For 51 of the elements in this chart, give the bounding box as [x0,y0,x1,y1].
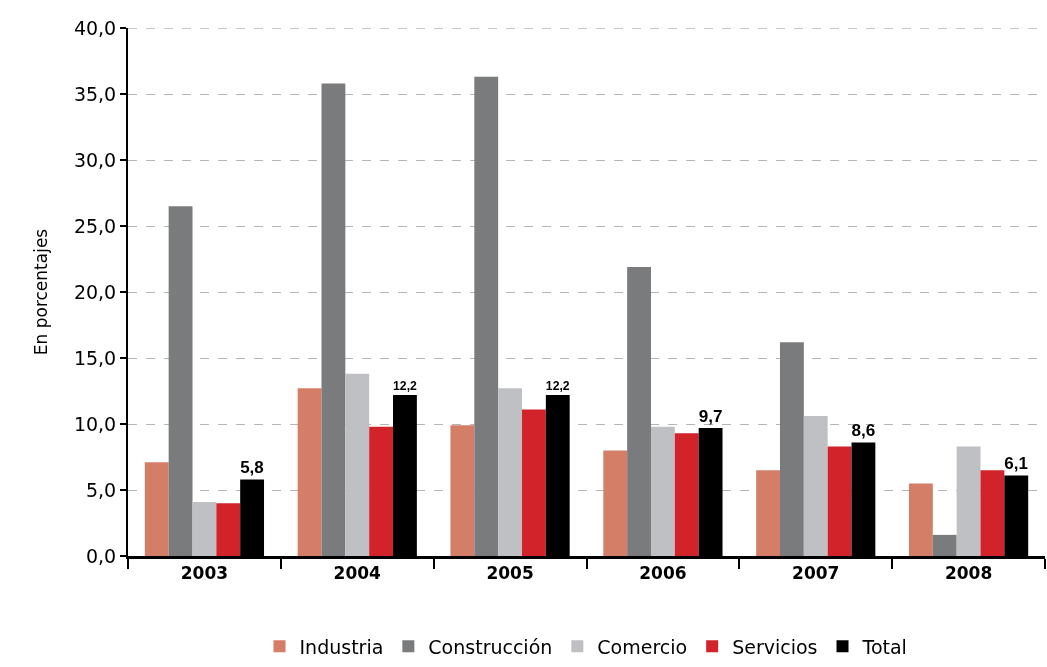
bar [756,470,780,556]
data-label: 8,6 [851,420,876,441]
legend-label: Total [861,635,907,658]
data-label: 5,8 [240,458,264,478]
x-tick-label: 2006 [639,563,687,584]
bar [498,388,522,556]
bar [779,342,804,556]
x-tick-label: 2008 [944,563,993,584]
legend-label: Industria [299,635,384,658]
data-label: 12,2 [393,378,418,393]
legend-label: Construcción [428,635,553,658]
bar [474,76,499,556]
y-axis-title: En porcentajes [30,228,51,356]
bar [216,503,241,556]
bar [932,534,957,556]
data-label: 6,1 [1004,454,1028,474]
bar [827,446,852,556]
bar [321,83,346,556]
bar [450,425,475,556]
bar [627,266,651,556]
bar [908,483,933,556]
bar [956,446,981,556]
legend-label: Comercio [597,635,688,658]
y-tick-label: 15,0 [73,346,117,369]
y-tick-label: 5,0 [85,478,117,501]
bar [803,416,828,556]
y-tick-label: 40,0 [73,16,117,39]
y-tick-label: 35,0 [73,82,117,105]
x-tick-label: 2007 [792,563,840,584]
bar [603,450,628,556]
bar [168,206,193,556]
bar [192,501,217,556]
x-tick-label: 2003 [180,563,229,584]
bar [297,388,322,556]
bar [674,433,699,556]
x-tick-label: 2005 [486,563,534,584]
y-tick-label: 0,0 [85,544,117,567]
bar [144,462,169,556]
y-tick-label: 10,0 [73,412,117,435]
legend-label: Servicios [732,635,818,658]
bar [522,409,546,556]
y-tick-label: 25,0 [73,214,117,237]
y-tick-label: 20,0 [73,280,117,303]
data-label: 9,7 [698,405,723,426]
bar [980,470,1005,556]
bar [345,373,370,556]
x-tick-label: 2004 [333,563,382,584]
bar [651,426,675,556]
y-tick-label: 30,0 [73,148,117,171]
bar [369,426,394,556]
data-label: 12,2 [545,378,570,393]
